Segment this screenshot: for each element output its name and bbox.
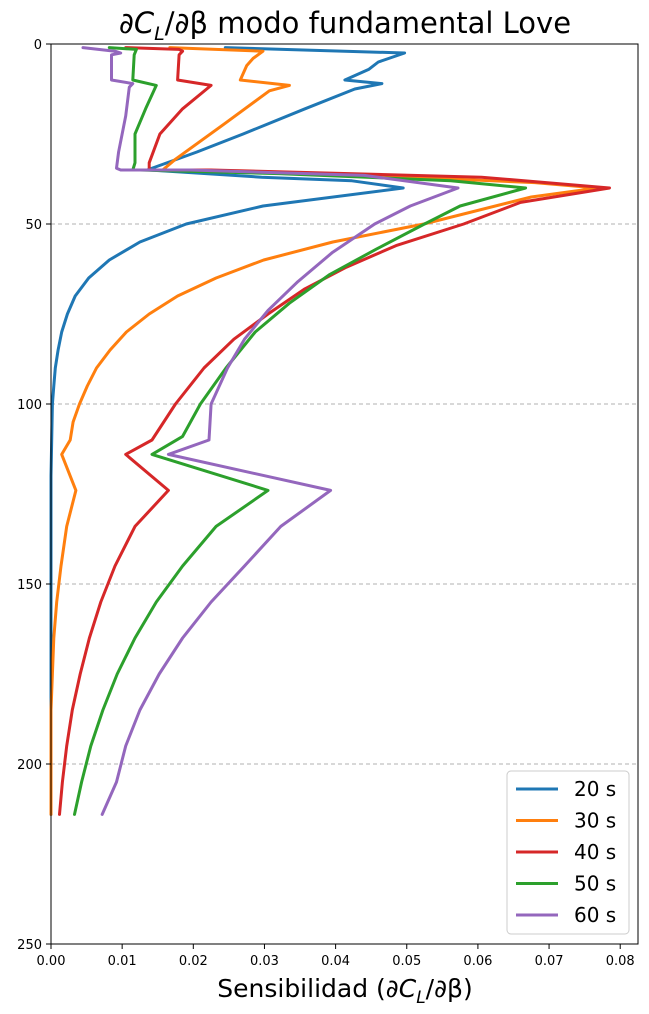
chart-title: ∂CL/∂β modo fundamental Love [119,6,571,45]
series-line-4 [73,46,528,816]
x-tick-label: 0.02 [179,954,208,969]
y-tick-label: 200 [17,758,42,773]
y-tick-label: 100 [17,398,42,413]
legend-label: 30 s [574,809,616,833]
x-tick-label: 0.00 [37,954,66,969]
x-tick-label: 0.06 [463,954,492,969]
x-tick-label: 0.08 [606,954,635,969]
series-line-1 [49,46,407,816]
plot-series [49,46,611,816]
x-tick-label: 0.05 [392,954,421,969]
x-tick-label: 0.07 [535,954,564,969]
series-line-2 [49,46,599,816]
plot-frame [50,43,639,945]
x-axis-label: Sensibilidad (∂CL/∂β) [217,974,472,1008]
y-tick-label: 250 [17,938,42,953]
axes: 0.00 0.01 0.02 0.03 0.04 0.05 0.06 0.07 0.08 0 50 1… [17,38,635,969]
x-tick-label: 0.04 [321,954,350,969]
legend-box [506,770,630,935]
legend-label: 50 s [574,872,616,896]
legend-label: 60 s [574,903,616,927]
grid-lines [51,223,638,765]
y-tick-label: 50 [25,218,42,233]
legend-label: 20 s [574,777,616,801]
y-tick-label: 0 [34,38,42,53]
y-tick-label: 150 [17,578,42,593]
series-line-3 [58,46,611,816]
series-line-5 [81,46,460,816]
legend-label: 40 s [574,840,616,864]
x-tick-label: 0.03 [250,954,279,969]
x-tick-label: 0.01 [108,954,137,969]
legend: 20 s 30 s 40 s 50 s 60 s [506,770,630,935]
